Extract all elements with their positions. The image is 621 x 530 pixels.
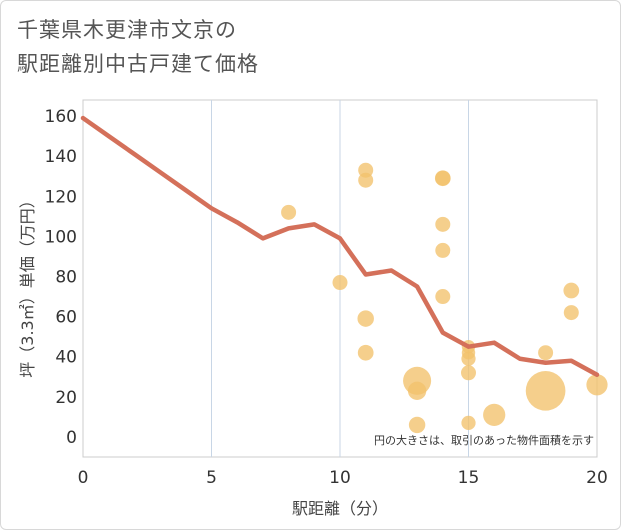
data-bubble [358, 172, 374, 188]
data-bubble [435, 289, 451, 305]
x-tick-label: 15 [458, 468, 480, 488]
chart-title: 千葉県木更津市文京の 駅距離別中古戸建て価格 [17, 13, 259, 81]
x-tick-label: 5 [206, 468, 217, 488]
x-axis-ticks: 0 5 10 15 20 [78, 468, 608, 488]
y-tick-label: 60 [55, 308, 77, 328]
data-bubble [407, 381, 427, 401]
y-axis-title: 坪（3.3㎡）単価（万円） [18, 192, 37, 377]
data-bubble [281, 204, 297, 220]
data-bubble [357, 344, 374, 361]
bubble-size-note: 円の大きさは、取引のあった物件面積を示す [374, 433, 594, 447]
data-bubble [586, 374, 608, 396]
x-tick-label: 0 [78, 468, 89, 488]
y-tick-label: 160 [45, 107, 77, 127]
y-tick-label: 40 [55, 348, 77, 368]
chart-title-line-2: 駅距離別中古戸建て価格 [17, 52, 259, 76]
line-series [80, 115, 600, 378]
data-bubble [483, 403, 506, 427]
y-tick-label: 20 [55, 388, 77, 408]
data-bubble [538, 345, 554, 361]
data-bubble [563, 305, 579, 321]
data-bubble [461, 351, 476, 366]
y-axis-ticks: 0 20 40 60 80 100 120 140 160 [45, 107, 77, 448]
y-tick-label: 140 [45, 147, 77, 167]
data-bubble [408, 416, 426, 434]
data-bubble [525, 370, 566, 411]
y-tick-label: 120 [45, 187, 77, 207]
data-bubble [435, 216, 451, 232]
y-tick-label: 100 [45, 227, 77, 247]
data-bubble [435, 242, 451, 258]
x-tick-label: 20 [586, 468, 608, 488]
average-price-line [80, 115, 600, 378]
data-bubble [461, 415, 476, 431]
data-bubble [357, 310, 374, 327]
y-tick-label: 0 [66, 428, 77, 448]
x-axis-title: 駅距離（分） [292, 499, 388, 518]
y-tick-label: 80 [55, 267, 77, 287]
x-tick-label: 10 [329, 468, 351, 488]
data-bubble [563, 282, 580, 299]
data-bubble [434, 170, 451, 187]
bubble-series [281, 162, 608, 434]
data-bubble [332, 275, 348, 291]
data-bubble [461, 365, 476, 381]
chart-title-line-1: 千葉県木更津市文京の [17, 18, 237, 42]
